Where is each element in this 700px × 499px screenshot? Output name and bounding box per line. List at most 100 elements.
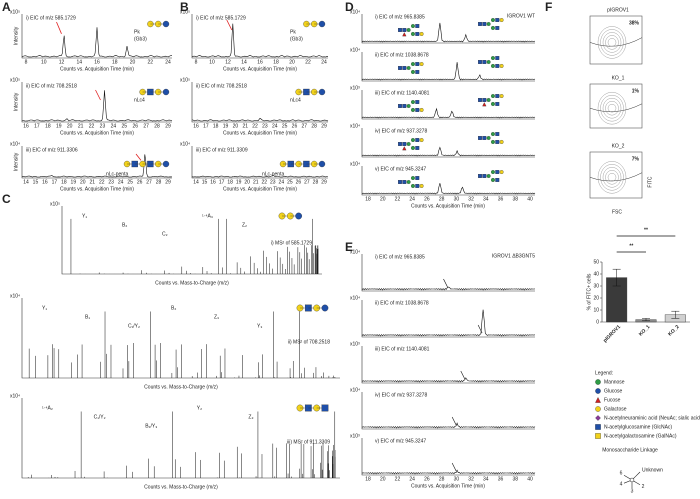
glycan-residue <box>411 32 415 36</box>
x-axis-label: Counts vs. Acquisition Time (min) <box>411 203 485 209</box>
axis <box>361 346 535 384</box>
flow-percent: 38% <box>629 20 640 26</box>
scale-label: x10⁵ <box>50 201 60 207</box>
x-tick-label: 17 <box>34 123 40 129</box>
glycan-residue <box>295 212 302 220</box>
x-tick-label: 17 <box>52 179 58 185</box>
spectrum-title: iii) MS² of 911.3309 <box>287 439 330 445</box>
glycan-residue <box>415 100 420 104</box>
glycan-residue <box>402 142 407 146</box>
x-tick-label: 38 <box>512 476 518 482</box>
x-tick-label: 14 <box>241 59 247 65</box>
x-tick-label: 28 <box>311 123 317 129</box>
glycan-residue <box>318 20 326 28</box>
x-tick-label: 16 <box>257 59 263 65</box>
x-tick-label: 29 <box>321 179 327 185</box>
x-tick-label: 26 <box>424 196 430 202</box>
axis <box>361 438 535 476</box>
peak-label: B₂/Y₃ <box>145 423 157 429</box>
glycan-residue <box>495 140 500 144</box>
glycan-residue <box>419 138 424 142</box>
glycan-residue <box>415 176 420 180</box>
glycan-residue <box>482 22 487 26</box>
gate-line <box>589 37 643 47</box>
linkage-position: 6 <box>620 471 623 477</box>
flow-contour <box>600 164 624 191</box>
trace <box>361 286 536 291</box>
glycan-residue <box>318 160 326 168</box>
glycan-residue <box>402 66 407 70</box>
x-tick-label: 28 <box>439 476 445 482</box>
glycan-residue <box>595 406 601 412</box>
x-tick-label: 25 <box>287 179 293 185</box>
flow-y-label: FITC <box>647 176 653 187</box>
flow-contour <box>600 29 624 56</box>
x-tick-label: 8 <box>25 59 28 65</box>
x-tick-label: 15 <box>202 179 208 185</box>
glycan-residue <box>415 108 420 112</box>
x-tick-label: 23 <box>270 179 276 185</box>
flow-box <box>589 15 643 65</box>
x-tick-label: 22 <box>252 123 258 129</box>
x-tick-label: 22 <box>99 179 105 185</box>
trace <box>361 469 536 475</box>
x-axis-label: Counts vs. Mass-to-Charge (m/z) <box>144 384 218 390</box>
x-tick-label: pIGROV1 <box>602 324 622 344</box>
y-tick-label: 20 <box>593 295 599 301</box>
arrow <box>135 153 142 161</box>
x-tick-label: 16 <box>23 123 29 129</box>
glycan-residue <box>482 136 487 140</box>
y-axis-label: Intensity <box>13 92 19 111</box>
flow-contour <box>597 91 627 125</box>
glycan-name: nLc-penta <box>262 171 284 177</box>
flow-contour <box>605 100 619 116</box>
x-tick-label: 40 <box>527 196 533 202</box>
trace-title: v) EIC of m/z 945.3247 <box>375 166 426 172</box>
x-tick-label: 26 <box>424 476 430 482</box>
glycan-residue <box>491 170 495 174</box>
arrow <box>226 19 233 31</box>
x-tick-label: 27 <box>304 179 310 185</box>
scale-label: x10⁵ <box>10 9 20 15</box>
flow-percent: 7% <box>632 156 640 162</box>
peak-label: Y₁ <box>82 213 87 219</box>
glycan-residue <box>478 22 482 26</box>
panel-title: IGROV1 WT <box>507 13 535 19</box>
glycan-residue <box>478 136 482 140</box>
flow-contour <box>602 97 622 119</box>
peak-label: B₁ <box>85 314 90 320</box>
trace-title: ii) EIC of m/z 1038.8678 <box>375 300 429 306</box>
scale-label: x10⁴ <box>350 9 360 15</box>
x-tick-label: 29 <box>165 179 171 185</box>
axis <box>361 14 535 44</box>
x-axis-label: Counts vs. Mass-to-Charge (m/z) <box>155 280 229 286</box>
x-tick-label: 23 <box>108 179 114 185</box>
glycan-name: nLc-penta <box>106 171 128 177</box>
flow-percent: 1% <box>632 88 640 94</box>
scale-label: x10⁴ <box>350 47 360 53</box>
x-tick-label: 21 <box>89 179 95 185</box>
legend-label: Galactose <box>604 406 627 412</box>
x-tick-label: 38 <box>512 196 518 202</box>
axis <box>61 206 322 275</box>
panel-label: C <box>2 192 11 206</box>
glycan-residue <box>486 22 491 26</box>
trace <box>361 377 536 383</box>
x-tick-label: 21 <box>242 123 248 129</box>
x-axis-label: Counts vs. Acquisition Time (min) <box>223 66 297 72</box>
axis <box>361 254 535 292</box>
arrow <box>477 324 483 334</box>
x-tick-label: 32 <box>468 196 474 202</box>
x-tick-label: 14 <box>76 59 82 65</box>
glycan-name: Pk <box>290 29 296 35</box>
arrow <box>460 370 466 380</box>
x-tick-label: 26 <box>137 179 143 185</box>
flow-box <box>589 83 643 129</box>
x-tick-label: 20 <box>244 179 250 185</box>
peak-label: C₁/Y₂ <box>94 414 106 420</box>
x-tick-label: 20 <box>380 196 386 202</box>
linkage-unknown: Unknown <box>642 467 663 473</box>
x-tick-label: 21 <box>253 179 259 185</box>
axis <box>361 128 535 158</box>
glycan-residue <box>495 178 500 182</box>
